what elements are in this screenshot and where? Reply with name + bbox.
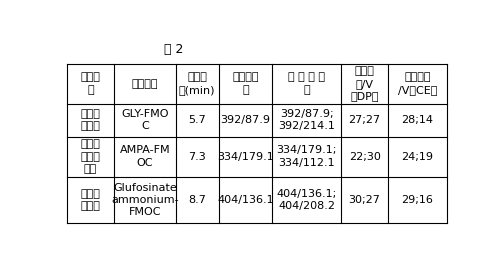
Text: 定 性 离 子
对: 定 性 离 子 对 xyxy=(288,72,325,95)
Text: 334/179.1: 334/179.1 xyxy=(217,152,274,162)
Text: 29;16: 29;16 xyxy=(401,195,433,205)
Text: 22;30: 22;30 xyxy=(349,152,381,162)
Text: 碰撞能量
/V（CE）: 碰撞能量 /V（CE） xyxy=(398,72,437,95)
Text: 定量离子
对: 定量离子 对 xyxy=(232,72,259,95)
Text: 草铵膦
衍生物: 草铵膦 衍生物 xyxy=(81,189,100,211)
Text: AMPA-FM
OC: AMPA-FM OC xyxy=(120,146,170,168)
Text: 24;19: 24;19 xyxy=(401,152,433,162)
Text: 表 2: 表 2 xyxy=(163,43,183,56)
Text: 英文名称: 英文名称 xyxy=(132,79,158,88)
Text: 30;27: 30;27 xyxy=(349,195,381,205)
Text: 8.7: 8.7 xyxy=(188,195,206,205)
Text: 草甘膦
衍生物: 草甘膦 衍生物 xyxy=(81,109,100,131)
Text: 氨甲基
膦酸衍
生物: 氨甲基 膦酸衍 生物 xyxy=(81,139,100,174)
Text: 27;27: 27;27 xyxy=(349,115,381,125)
Text: 392/87.9: 392/87.9 xyxy=(220,115,271,125)
Text: 404/136.1: 404/136.1 xyxy=(217,195,274,205)
Text: 392/87.9;
392/214.1: 392/87.9; 392/214.1 xyxy=(278,109,335,131)
Text: Glufosinate
ammonium-
FMOC: Glufosinate ammonium- FMOC xyxy=(111,183,179,217)
Text: 去簇电
压/V
（DP）: 去簇电 压/V （DP） xyxy=(350,66,379,101)
Text: 5.7: 5.7 xyxy=(188,115,206,125)
Text: 334/179.1;
334/112.1: 334/179.1; 334/112.1 xyxy=(277,146,337,168)
Text: 7.3: 7.3 xyxy=(188,152,206,162)
Text: 28;14: 28;14 xyxy=(401,115,433,125)
Text: GLY-FMO
C: GLY-FMO C xyxy=(121,109,168,131)
Text: 保留时
间(min): 保留时 间(min) xyxy=(179,72,215,95)
Text: 中文名
称: 中文名 称 xyxy=(81,72,100,95)
Text: 404/136.1;
404/208.2: 404/136.1; 404/208.2 xyxy=(277,189,337,211)
